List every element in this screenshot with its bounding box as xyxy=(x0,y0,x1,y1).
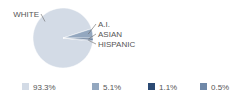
chart: WHITE A.I.ASIANHISPANIC 93.3% 5.1% 1.1% 0.5% xyxy=(0,0,240,100)
slice xyxy=(33,8,93,68)
legend-swatch xyxy=(148,83,155,90)
slice xyxy=(63,38,93,40)
category-label: HISPANIC xyxy=(98,40,135,49)
slice xyxy=(63,38,93,41)
pie xyxy=(33,8,93,68)
legend-swatch xyxy=(200,83,207,90)
leader-line xyxy=(41,14,45,22)
category-label: WHITE xyxy=(13,10,39,19)
category-label: ASIAN xyxy=(98,30,122,39)
category-label: A.I. xyxy=(98,20,110,29)
leader-line xyxy=(88,40,96,44)
value-label: 93.3% xyxy=(33,83,56,92)
leader-line xyxy=(88,34,96,39)
legend-swatch xyxy=(92,83,99,90)
value-label: 5.1% xyxy=(103,83,121,92)
value-label: 1.1% xyxy=(159,83,177,92)
legend-swatch xyxy=(22,83,29,90)
value-label: 0.5% xyxy=(211,83,229,92)
leader-line xyxy=(88,24,96,34)
